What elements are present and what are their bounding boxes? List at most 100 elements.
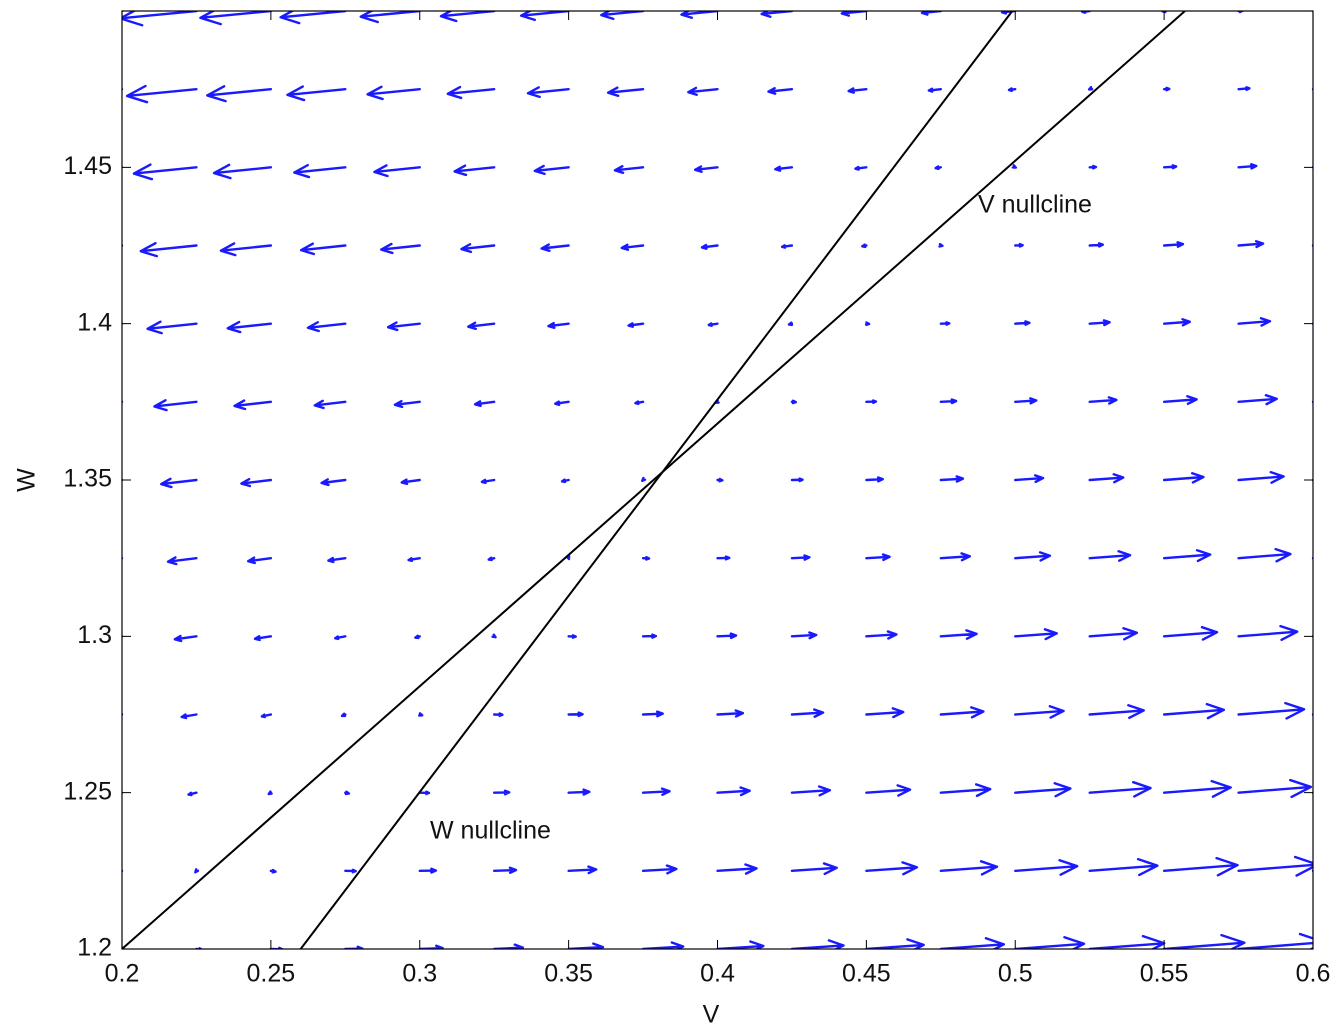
arrow xyxy=(1237,547,1292,563)
y-tick-label: 1.4 xyxy=(77,308,112,336)
arrow xyxy=(780,244,794,249)
arrow xyxy=(790,708,825,718)
arrow xyxy=(286,85,347,102)
arrow xyxy=(567,865,598,875)
x-tick-label: 0.55 xyxy=(1140,960,1189,988)
y-axis-label: W xyxy=(13,468,41,492)
arrow xyxy=(366,85,421,101)
arrow xyxy=(620,243,645,251)
arrow xyxy=(939,860,999,876)
arrow xyxy=(790,399,797,405)
arrow xyxy=(1088,319,1111,327)
arrow xyxy=(641,787,671,796)
arrow xyxy=(540,243,570,253)
arrow xyxy=(1162,241,1185,248)
arrow xyxy=(939,783,992,798)
arrow xyxy=(606,86,645,98)
arrow xyxy=(1007,87,1017,92)
arrow xyxy=(467,321,496,331)
arrow xyxy=(453,164,496,177)
arrow xyxy=(373,164,421,178)
x-tick-label: 0.5 xyxy=(998,960,1033,988)
arrow xyxy=(1014,628,1058,641)
arrow xyxy=(865,784,912,797)
arrow xyxy=(166,556,198,566)
arrow xyxy=(1088,164,1098,170)
arrow xyxy=(641,633,658,639)
arrow xyxy=(1237,240,1265,249)
arrow xyxy=(1237,855,1313,877)
arrow xyxy=(567,788,591,796)
arrow xyxy=(233,399,273,411)
arrow xyxy=(865,861,919,876)
arrow xyxy=(1014,397,1038,405)
arrow xyxy=(641,476,647,483)
arrow xyxy=(1014,859,1079,876)
arrow xyxy=(1162,318,1191,327)
arrow xyxy=(547,321,570,330)
arrow xyxy=(560,478,570,484)
arrow xyxy=(634,400,645,406)
arrow xyxy=(790,477,804,483)
arrow xyxy=(446,85,496,100)
arrow xyxy=(1237,393,1278,406)
arrow xyxy=(1088,473,1125,484)
arrow xyxy=(1014,782,1072,798)
y-tick-label: 1.35 xyxy=(63,465,112,493)
arrow xyxy=(1237,932,1313,949)
arrow xyxy=(613,165,645,174)
arrow xyxy=(173,634,198,643)
arrow xyxy=(1237,624,1299,642)
arrow xyxy=(533,164,570,176)
arrow xyxy=(418,790,431,796)
arrow xyxy=(226,320,273,334)
x-tick-label: 0.35 xyxy=(544,960,593,988)
arrow xyxy=(790,785,832,797)
arrow xyxy=(480,478,496,485)
arrow xyxy=(1088,396,1118,405)
arrow xyxy=(716,632,738,640)
arrow xyxy=(219,242,273,257)
arrow xyxy=(567,711,584,718)
arrow xyxy=(865,707,905,719)
arrow xyxy=(939,937,1006,949)
arrow xyxy=(939,629,978,640)
arrow xyxy=(313,399,347,410)
arrow xyxy=(767,87,794,95)
arrow xyxy=(1162,164,1178,170)
arrow xyxy=(716,786,751,797)
arrow xyxy=(1162,549,1212,563)
arrow xyxy=(927,87,943,93)
arrow xyxy=(400,478,421,486)
arrow xyxy=(340,712,347,718)
arrow xyxy=(1237,11,1244,14)
arrow xyxy=(1162,395,1198,406)
arrow xyxy=(492,866,518,874)
y-tick-label: 1.25 xyxy=(63,777,112,805)
arrow xyxy=(212,163,273,180)
x-tick-label: 0.4 xyxy=(700,960,735,988)
arrow xyxy=(491,633,497,639)
x-tick-label: 0.6 xyxy=(1296,960,1331,988)
arrow xyxy=(460,243,496,254)
arrow xyxy=(344,868,357,874)
nullcline xyxy=(299,11,1014,949)
arrow xyxy=(492,712,504,718)
arrow xyxy=(414,634,421,640)
arrow xyxy=(1162,702,1226,720)
arrow xyxy=(1162,933,1246,949)
arrow xyxy=(939,321,951,326)
arrow xyxy=(641,555,651,561)
x-tick-label: 0.45 xyxy=(842,960,891,988)
arrow xyxy=(299,242,347,256)
arrow xyxy=(1237,470,1285,484)
arrow xyxy=(790,862,838,876)
arrow xyxy=(1088,627,1139,641)
arrow xyxy=(1087,85,1094,91)
arrow xyxy=(320,478,347,487)
arrow xyxy=(418,712,424,717)
arrow xyxy=(386,321,421,332)
nullcline xyxy=(122,11,1186,949)
arrow xyxy=(1014,936,1086,949)
arrow xyxy=(939,552,971,562)
